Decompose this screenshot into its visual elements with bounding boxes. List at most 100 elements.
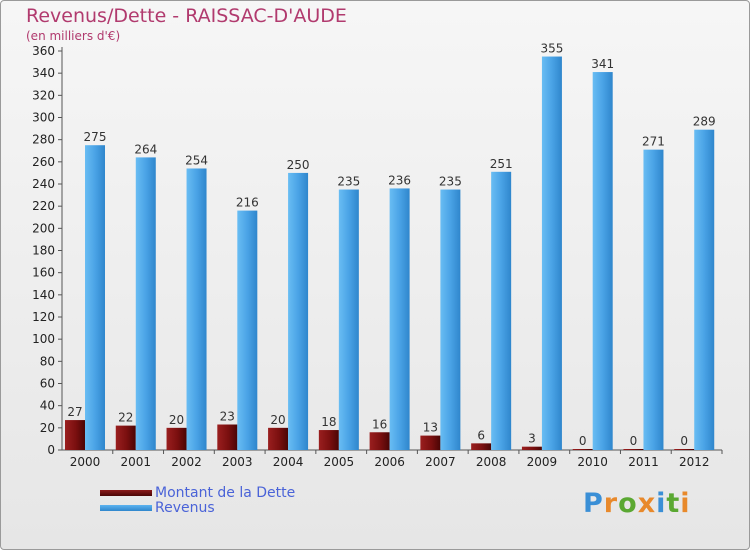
data-label-revenus: 355 — [540, 42, 563, 56]
logo-letter: x — [637, 488, 657, 519]
bar-dette — [217, 424, 238, 450]
x-tick-label: 2011 — [628, 455, 659, 469]
data-label-dette: 20 — [169, 413, 184, 427]
logo-letter: i — [656, 488, 667, 519]
data-label-dette: 13 — [423, 421, 438, 435]
bar-revenus — [135, 157, 156, 450]
x-tick-label: 2009 — [527, 455, 558, 469]
data-label-revenus: 289 — [693, 115, 716, 129]
y-tick-label: 260 — [32, 155, 55, 169]
y-tick-label: 280 — [32, 133, 55, 147]
bar-revenus — [643, 149, 664, 450]
data-label-revenus: 216 — [236, 196, 259, 210]
y-tick-label: 140 — [32, 288, 55, 302]
data-label-dette: 18 — [321, 415, 336, 429]
data-label-dette: 3 — [528, 432, 536, 446]
x-tick-label: 2006 — [374, 455, 405, 469]
bar-dette — [623, 449, 644, 450]
y-tick-label: 240 — [32, 177, 55, 191]
x-tick-label: 2010 — [577, 455, 608, 469]
proxiti-logo: Proxiti — [583, 488, 691, 519]
logo-letter: t — [666, 488, 681, 519]
y-tick-label: 180 — [32, 244, 55, 258]
x-tick-label: 2003 — [222, 455, 253, 469]
y-tick-label: 0 — [47, 443, 55, 457]
y-tick-label: 60 — [40, 377, 55, 391]
bar-dette — [674, 449, 695, 450]
data-label-dette: 0 — [680, 434, 688, 448]
chart-subtitle: (en milliers d'€) — [26, 29, 121, 43]
bar-dette — [268, 427, 289, 450]
bar-revenus — [288, 172, 309, 450]
x-tick-label: 2007 — [425, 455, 456, 469]
x-tick-label: 2000 — [70, 455, 101, 469]
x-tick-label: 2008 — [476, 455, 507, 469]
data-label-dette: 20 — [270, 413, 285, 427]
bar-dette — [521, 446, 542, 450]
y-tick-label: 80 — [40, 354, 55, 368]
data-label-dette: 6 — [477, 428, 485, 442]
data-label-revenus: 271 — [642, 135, 665, 149]
legend-label-dette: Montant de la Dette — [155, 485, 296, 501]
bar-revenus — [338, 189, 359, 450]
data-label-revenus: 235 — [439, 175, 462, 189]
y-tick-label: 160 — [32, 266, 55, 280]
bar-revenus — [541, 56, 562, 451]
x-tick-label: 2004 — [273, 455, 304, 469]
y-tick-label: 220 — [32, 199, 55, 213]
data-label-dette: 23 — [220, 410, 235, 424]
bar-dette — [318, 430, 339, 450]
data-label-revenus: 254 — [185, 153, 208, 167]
data-label-revenus: 341 — [591, 57, 614, 71]
bar-revenus — [389, 188, 410, 450]
data-label-revenus: 235 — [337, 175, 360, 189]
y-tick-label: 340 — [32, 66, 55, 80]
y-tick-label: 360 — [32, 44, 55, 58]
data-label-dette: 16 — [372, 417, 387, 431]
logo-letter: P — [583, 488, 604, 519]
bar-dette — [115, 425, 136, 450]
bar-dette — [166, 427, 187, 450]
bar-dette — [420, 435, 441, 450]
legend-swatch-revenus — [100, 505, 152, 511]
logo-letter: r — [603, 488, 619, 519]
x-tick-label: 2012 — [679, 455, 710, 469]
bar-revenus — [592, 72, 613, 450]
data-label-dette: 0 — [579, 434, 587, 448]
legend-label-revenus: Revenus — [155, 500, 215, 516]
chart-title: Revenus/Dette - RAISSAC-D'AUDE — [26, 5, 347, 27]
data-label-revenus: 264 — [134, 142, 157, 156]
y-tick-label: 20 — [40, 421, 55, 435]
data-label-revenus: 250 — [287, 158, 310, 172]
data-label-dette: 27 — [67, 405, 82, 419]
bar-dette — [65, 420, 85, 450]
bar-revenus — [237, 210, 258, 450]
bar-revenus — [85, 145, 105, 451]
legend-swatch-dette — [100, 490, 152, 496]
bar-revenus — [440, 189, 461, 450]
x-tick-label: 2001 — [120, 455, 151, 469]
x-tick-label: 2002 — [171, 455, 202, 469]
y-tick-label: 120 — [32, 310, 55, 324]
data-label-revenus: 275 — [84, 130, 107, 144]
bar-dette — [572, 449, 593, 450]
bar-revenus — [694, 129, 715, 451]
logo-letter: i — [680, 488, 691, 519]
bar-dette — [471, 443, 492, 450]
y-tick-label: 200 — [32, 221, 55, 235]
data-label-revenus: 251 — [490, 157, 513, 171]
y-tick-label: 300 — [32, 111, 55, 125]
y-tick-label: 40 — [40, 399, 55, 413]
data-label-dette: 0 — [630, 434, 638, 448]
y-tick-label: 320 — [32, 88, 55, 102]
bar-revenus — [186, 168, 207, 450]
logo-letter: o — [618, 488, 638, 519]
bar-dette — [369, 432, 390, 450]
x-tick-label: 2005 — [324, 455, 355, 469]
data-label-dette: 22 — [118, 411, 133, 425]
data-label-revenus: 236 — [388, 173, 411, 187]
bar-revenus — [491, 171, 512, 450]
y-tick-label: 100 — [32, 332, 55, 346]
